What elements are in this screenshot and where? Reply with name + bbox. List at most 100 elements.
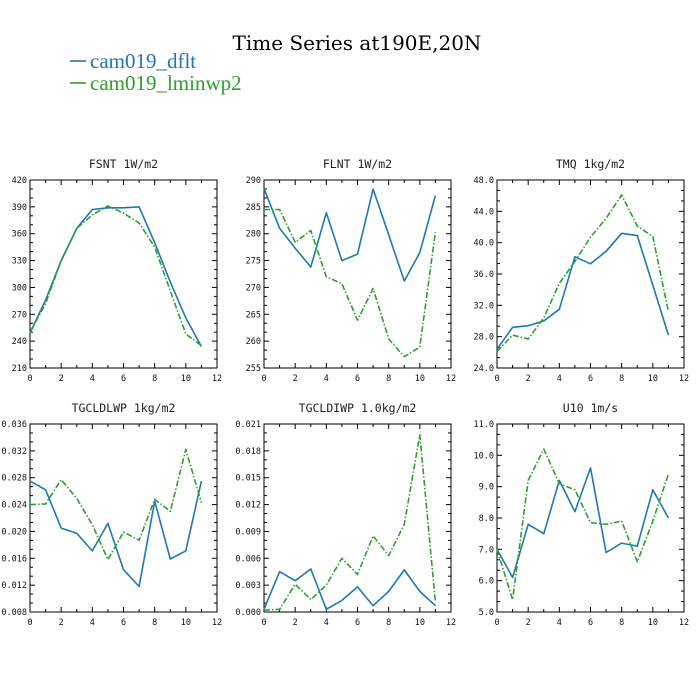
x-tick-label: 10	[181, 618, 191, 628]
x-tick-label: 4	[557, 374, 562, 384]
y-tick-label: 330	[12, 257, 27, 267]
y-tick-label: 0.000	[235, 608, 261, 618]
y-tick-label: 0.020	[1, 527, 27, 537]
legend-label-lminwp2: cam019_lminwp2	[90, 71, 242, 95]
y-tick-label: 0.028	[1, 474, 27, 484]
y-tick-label: 32.0	[474, 301, 494, 311]
y-tick-label: 0.036	[1, 420, 27, 430]
x-tick-label: 2	[293, 374, 298, 384]
panel-3: TMQ 1kg/m2 0 2 4 6 8 10 12 24.0 28.0 32.0 36.0 40.0 4…	[474, 157, 690, 384]
y-tick-label: 0.024	[1, 501, 27, 511]
y-tick-label: 36.0	[474, 270, 494, 280]
x-tick-label: 12	[446, 618, 456, 628]
x-tick-label: 4	[90, 618, 95, 628]
y-tick-label: 9.0	[479, 483, 494, 493]
x-tick-label: 8	[619, 374, 624, 384]
y-tick-label: 275	[246, 257, 261, 267]
x-tick-label: 4	[324, 374, 329, 384]
series-line-cam019_lminwp2	[29, 448, 203, 561]
series-line-cam019_dflt	[29, 480, 203, 588]
y-tick-label: 0.015	[235, 474, 261, 484]
x-tick-label: 10	[415, 374, 425, 384]
legend-item-dflt: cam019_dflt	[70, 49, 196, 73]
y-tick-label: 0.003	[235, 581, 261, 591]
x-tick-label: 10	[648, 374, 658, 384]
x-tick-label: 6	[355, 618, 360, 628]
x-tick-label: 12	[679, 618, 689, 628]
y-tick-label: 240	[12, 337, 27, 347]
y-tick-label: 255	[246, 364, 261, 374]
series-line-cam019_dflt	[263, 188, 437, 282]
series-line-cam019_lminwp2	[263, 433, 437, 611]
panel-6: U10 1m/s 0 2 4 6 8 10 12 5.0 6.0 7.0 8.0 9.0 10.0 11.0	[474, 401, 690, 628]
panel-title: FLNT 1W/m2	[323, 157, 392, 171]
series-line-cam019_lminwp2	[496, 448, 670, 601]
y-tick-label: 270	[246, 283, 261, 293]
y-tick-label: 44.0	[474, 207, 494, 217]
x-tick-label: 0	[261, 618, 266, 628]
legend: cam019_dflt cam019_lminwp2	[70, 49, 242, 95]
y-tick-label: 8.0	[479, 514, 494, 524]
y-tick-label: 0.012	[1, 581, 27, 591]
y-tick-label: 0.012	[235, 501, 261, 511]
series-line-cam019_lminwp2	[29, 205, 202, 347]
x-tick-label: 2	[293, 618, 298, 628]
x-tick-label: 12	[212, 618, 222, 628]
y-tick-label: 265	[246, 310, 261, 320]
y-tick-label: 0.032	[1, 447, 27, 457]
series-line-cam019_lminwp2	[264, 208, 437, 358]
panel-5: TGCLDIWP 1.0kg/m2 0 2 4 6 8 10 12 0.000 0.003 0.00…	[235, 401, 456, 628]
x-tick-label: 0	[27, 374, 32, 384]
x-tick-label: 8	[619, 618, 624, 628]
x-tick-label: 6	[588, 374, 593, 384]
y-tick-label: 0.008	[1, 608, 27, 618]
y-tick-label: 0.016	[1, 554, 27, 564]
panel-1: FSNT 1W/m2 0 2 4 6 8 10 12 210 240 270 300 330 360 390…	[12, 157, 222, 384]
y-tick-label: 7.0	[479, 545, 494, 555]
y-tick-label: 210	[12, 364, 27, 374]
y-tick-label: 24.0	[474, 364, 494, 374]
panel-title: TGCLDIWP 1.0kg/m2	[299, 401, 417, 415]
x-tick-label: 8	[152, 618, 157, 628]
plot-frame	[496, 423, 685, 613]
y-tick-label: 260	[246, 337, 261, 347]
y-tick-label: 6.0	[479, 577, 494, 587]
x-tick-label: 10	[181, 374, 191, 384]
x-tick-label: 12	[212, 374, 222, 384]
x-tick-label: 4	[90, 374, 95, 384]
series-line-cam019_dflt	[496, 467, 670, 579]
panel-title: U10 1m/s	[563, 401, 618, 415]
x-tick-label: 12	[679, 374, 689, 384]
x-tick-label: 10	[648, 618, 658, 628]
y-tick-label: 10.0	[474, 451, 494, 461]
x-tick-label: 8	[386, 374, 391, 384]
x-tick-label: 2	[59, 374, 64, 384]
y-tick-label: 0.018	[235, 447, 261, 457]
y-tick-label: 11.0	[474, 420, 494, 430]
series-line-cam019_dflt	[263, 568, 436, 611]
legend-label-dflt: cam019_dflt	[90, 49, 196, 73]
x-tick-label: 0	[261, 374, 266, 384]
y-tick-label: 0.021	[235, 420, 261, 430]
x-tick-label: 6	[588, 618, 593, 628]
x-tick-label: 12	[446, 374, 456, 384]
panel-title: FSNT 1W/m2	[89, 157, 158, 171]
x-tick-label: 6	[355, 374, 360, 384]
x-tick-label: 8	[152, 374, 157, 384]
x-tick-label: 4	[324, 618, 329, 628]
x-tick-label: 2	[59, 618, 64, 628]
y-tick-label: 360	[12, 230, 27, 240]
x-tick-label: 8	[386, 618, 391, 628]
y-tick-label: 290	[246, 176, 261, 186]
y-tick-label: 270	[12, 310, 27, 320]
x-tick-label: 2	[526, 618, 531, 628]
x-tick-label: 2	[526, 374, 531, 384]
series-line-cam019_lminwp2	[496, 194, 670, 353]
legend-item-lminwp2: cam019_lminwp2	[70, 71, 242, 95]
y-tick-label: 48.0	[474, 176, 494, 186]
x-tick-label: 0	[27, 618, 32, 628]
plot-frame	[263, 423, 452, 613]
y-tick-label: 420	[12, 176, 27, 186]
y-tick-label: 0.009	[235, 527, 261, 537]
y-tick-label: 390	[12, 203, 27, 213]
